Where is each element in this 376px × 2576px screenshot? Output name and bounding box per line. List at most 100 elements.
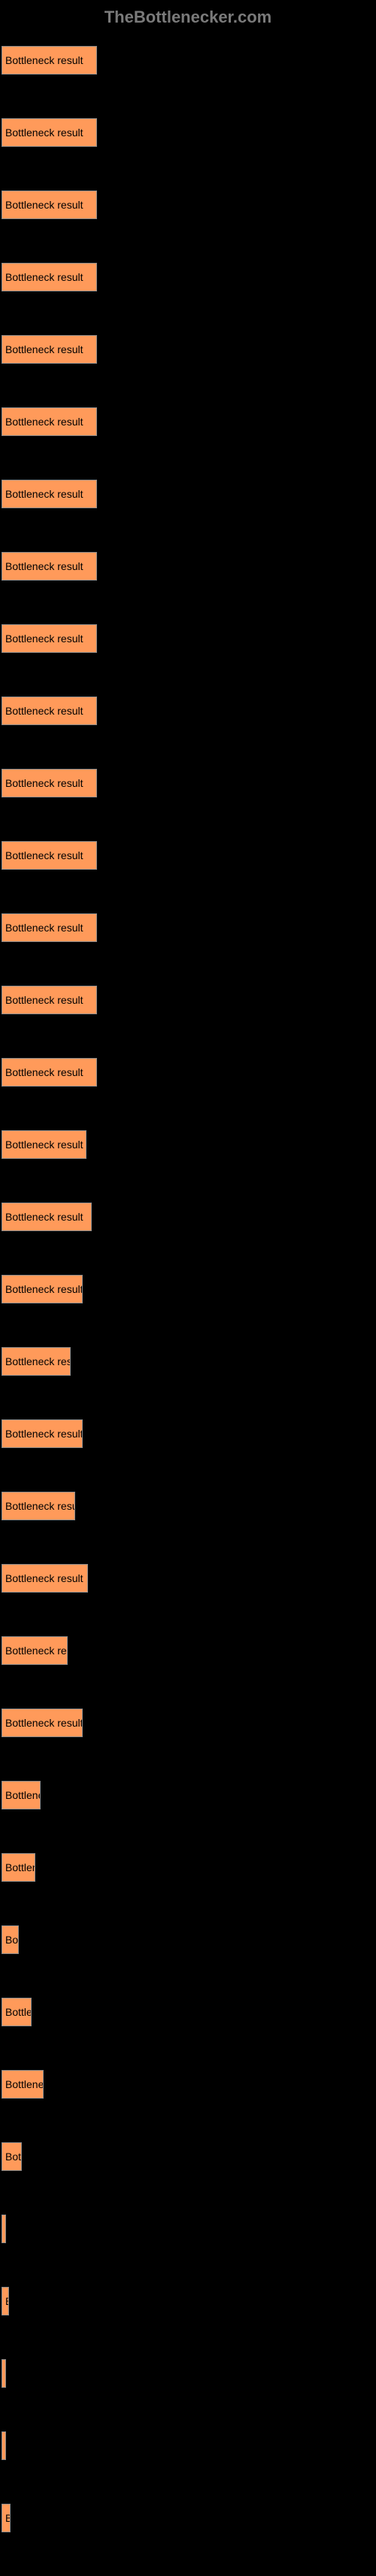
bar-chart: Bottleneck result Bottleneck result Bottle… xyxy=(0,46,376,2532)
bar-row: Bottleneck result xyxy=(2,913,376,942)
bar-row: Bottleneck result xyxy=(2,480,376,508)
bar-label: Bottleneck result xyxy=(5,1572,83,1584)
chart-bar: Bottleneck result xyxy=(2,118,97,147)
bar-label: Bottleneck result xyxy=(5,1211,83,1223)
bar-row: Bottleneck result xyxy=(2,1347,376,1376)
bar-label: Bottleneck result xyxy=(5,2151,22,2163)
bar-label: Bottleneck result xyxy=(5,488,83,500)
bar-row xyxy=(2,2215,376,2243)
chart-bar: Bottleneck result xyxy=(2,1998,32,2026)
bar-label: Bottleneck result xyxy=(5,2006,32,2018)
chart-bar: Bottleneck result xyxy=(2,1781,41,1809)
bar-label: Bottleneck result xyxy=(5,1283,83,1295)
chart-bar: Bottleneck result xyxy=(2,1275,83,1303)
bar-row: Bottleneck result xyxy=(2,2504,376,2532)
bar-row: Bottleneck result xyxy=(2,1492,376,1520)
bar-row xyxy=(2,2359,376,2388)
bar-label: Bottleneck result xyxy=(5,1717,83,1729)
bar-label: Bottleneck result xyxy=(5,1861,35,1873)
chart-bar: Bottleneck result xyxy=(2,986,97,1014)
bar-row: Bottleneck result xyxy=(2,624,376,653)
chart-bar: Bottleneck result xyxy=(2,697,97,725)
bar-label: Bottleneck result xyxy=(5,1355,71,1367)
chart-bar: Bottleneck result xyxy=(2,46,97,75)
site-header: TheBottlenecker.com xyxy=(0,8,376,27)
chart-bar: Bottleneck result xyxy=(2,1203,92,1231)
bar-row: Bottleneck result xyxy=(2,1275,376,1303)
bar-label: Bottleneck result xyxy=(5,922,83,934)
bar-row: Bottleneck result xyxy=(2,2070,376,2099)
bar-label: Bottleneck result xyxy=(5,199,83,211)
bar-label: Bottleneck result xyxy=(5,271,83,283)
bar-label: Bottleneck result xyxy=(5,1934,19,1946)
chart-bar: Bottleneck result xyxy=(2,191,97,219)
bar-label: Bottleneck result xyxy=(5,1066,83,1078)
bar-row: Bottleneck result xyxy=(2,1781,376,1809)
chart-bar: Bottleneck result xyxy=(2,769,97,797)
bar-label: Bottleneck result xyxy=(5,1789,41,1801)
bar-row: Bottleneck result xyxy=(2,2287,376,2315)
bar-label: Bottleneck result xyxy=(5,560,83,572)
bar-row: Bottleneck result xyxy=(2,1419,376,1448)
chart-bar: Bottleneck result xyxy=(2,1347,71,1376)
bar-row: Bottleneck result xyxy=(2,1564,376,1593)
bar-label: Bottleneck result xyxy=(5,127,83,139)
bar-row xyxy=(2,2431,376,2460)
chart-bar: Bottleneck result xyxy=(2,2142,22,2171)
bar-label: Bottleneck result xyxy=(5,1500,75,1512)
chart-bar: Bottleneck result xyxy=(2,1058,97,1087)
bar-label: Bottleneck result xyxy=(5,1645,68,1657)
bar-row: Bottleneck result xyxy=(2,552,376,581)
chart-bar: Bottleneck result xyxy=(2,2504,11,2532)
chart-bar: Bottleneck result xyxy=(2,552,97,581)
bar-row: Bottleneck result xyxy=(2,1203,376,1231)
bar-row: Bottleneck result xyxy=(2,841,376,870)
chart-bar: Bottleneck result xyxy=(2,335,97,364)
chart-bar: Bottleneck result xyxy=(2,1419,83,1448)
bar-row: Bottleneck result xyxy=(2,1998,376,2026)
chart-bar: Bottleneck result xyxy=(2,407,97,436)
chart-bar: Bottleneck result xyxy=(2,1492,75,1520)
bar-label: Bottleneck result xyxy=(5,343,83,355)
bar-row: Bottleneck result xyxy=(2,263,376,291)
bar-row: Bottleneck result xyxy=(2,1636,376,1665)
bar-row: Bottleneck result xyxy=(2,697,376,725)
bar-row: Bottleneck result xyxy=(2,1709,376,1737)
bar-label: Bottleneck result xyxy=(5,1139,83,1151)
bar-label: Bottleneck result xyxy=(5,2295,9,2307)
bar-label: Bottleneck result xyxy=(5,705,83,717)
chart-bar: Bottleneck result xyxy=(2,2287,9,2315)
bar-row: Bottleneck result xyxy=(2,1130,376,1159)
bar-row: Bottleneck result xyxy=(2,1058,376,1087)
bar-row: Bottleneck result xyxy=(2,191,376,219)
chart-bar xyxy=(2,2215,6,2243)
chart-bar: Bottleneck result xyxy=(2,913,97,942)
bar-row: Bottleneck result xyxy=(2,46,376,75)
bar-row: Bottleneck result xyxy=(2,335,376,364)
bar-row: Bottleneck result xyxy=(2,986,376,1014)
bar-label: Bottleneck result xyxy=(5,1428,83,1440)
chart-bar: Bottleneck result xyxy=(2,624,97,653)
chart-bar: Bottleneck result xyxy=(2,1709,83,1737)
chart-bar: Bottleneck result xyxy=(2,263,97,291)
bar-label: Bottleneck result xyxy=(5,633,83,645)
chart-bar: Bottleneck result xyxy=(2,2070,44,2099)
chart-bar: Bottleneck result xyxy=(2,1130,86,1159)
chart-bar: Bottleneck result xyxy=(2,1636,68,1665)
bar-label: Bottleneck result xyxy=(5,2512,11,2524)
bar-label: Bottleneck result xyxy=(5,994,83,1006)
bar-row: Bottleneck result xyxy=(2,769,376,797)
chart-bar xyxy=(2,2359,6,2388)
bar-label: Bottleneck result xyxy=(5,416,83,428)
chart-bar: Bottleneck result xyxy=(2,1853,35,1882)
bar-row: Bottleneck result xyxy=(2,118,376,147)
bar-row: Bottleneck result xyxy=(2,1925,376,1954)
chart-bar: Bottleneck result xyxy=(2,1925,19,1954)
bar-label: Bottleneck result xyxy=(5,849,83,861)
bar-label: Bottleneck result xyxy=(5,777,83,789)
bar-label: Bottleneck result xyxy=(5,54,83,66)
chart-bar: Bottleneck result xyxy=(2,1564,88,1593)
chart-bar: Bottleneck result xyxy=(2,480,97,508)
bar-label: Bottleneck result xyxy=(5,2078,44,2090)
bar-row: Bottleneck result xyxy=(2,2142,376,2171)
